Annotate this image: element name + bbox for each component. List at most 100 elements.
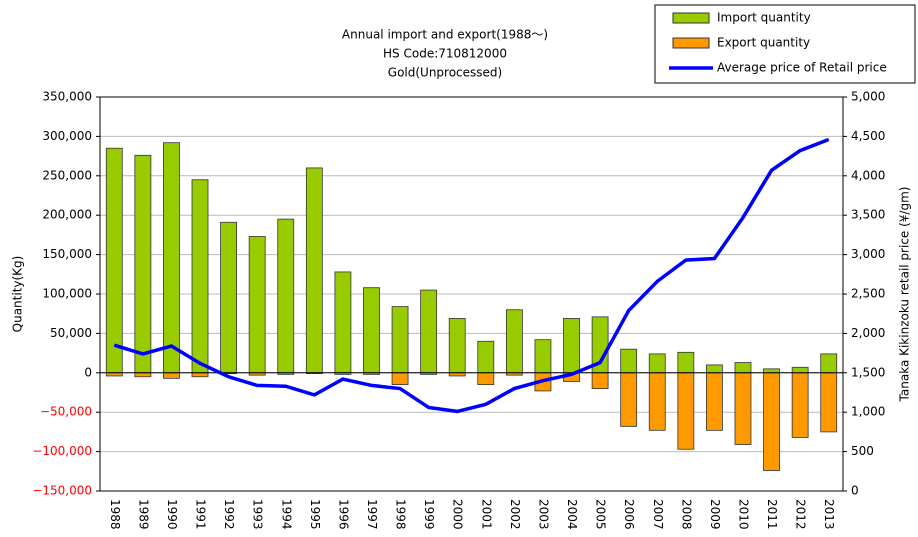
x-tick-label: 2001 [479,499,493,530]
y-tick-label: 250,000 [42,168,92,182]
y-tick-label: 100,000 [42,287,92,301]
y2-tick-label: 3,500 [851,208,885,222]
bar [105,147,123,374]
x-tick-label: 2003 [536,499,550,530]
y-tick-label: −50,000 [40,405,92,419]
y2-tick-label: 5,000 [851,90,885,104]
x-tick-label: 2013 [822,499,836,530]
x-tick-label: 2005 [594,499,608,530]
bar [734,362,752,374]
legend-swatch [672,12,710,24]
bar [248,236,266,374]
x-tick-label: 1994 [279,499,293,530]
bar [448,318,466,374]
y-axis-label: Quantity(Kg) [11,256,25,333]
bar [163,142,180,374]
y-tick-label: −100,000 [32,444,92,458]
x-tick-label: 2004 [565,499,579,530]
bar [277,218,295,374]
x-tick-label: 2010 [736,499,750,530]
y-tick-label: 0 [84,365,92,379]
bar [134,154,152,374]
y2-tick-label: 500 [851,444,874,458]
bar [791,366,809,374]
x-tick-label: 2000 [451,499,465,530]
bar [191,179,209,374]
bar [477,372,495,386]
x-tick-label: 2006 [622,499,636,530]
bar [591,372,609,389]
bar [191,372,209,378]
y2-tick-label: 4,000 [851,168,885,182]
bar [820,353,838,374]
y-tick-label: 200,000 [42,208,92,222]
x-tick-label: 1993 [251,499,265,530]
x-tick-label: 1992 [222,499,236,530]
bar [734,372,752,445]
bar [534,339,552,374]
bar [563,318,580,374]
bar [820,372,838,433]
bar [706,372,723,431]
y-tick-label: 350,000 [42,90,92,104]
legend-label: Export quantity [717,36,810,50]
bar [763,372,780,471]
bar [334,271,352,374]
bar [620,372,638,427]
legend-swatch [672,37,710,49]
y2-tick-label: 0 [851,484,859,498]
bar [420,289,438,374]
y2-tick-label: 1,000 [851,405,885,419]
bar [163,372,180,379]
x-tick-label: 2002 [508,499,522,530]
y2-tick-label: 2,500 [851,287,885,301]
y2-tick-label: 2,000 [851,326,885,340]
bar [677,372,695,450]
x-tick-label: 1997 [365,499,379,530]
x-tick-label: 1996 [336,499,350,530]
bar [706,364,723,374]
x-tick-label: 1998 [394,499,408,530]
bar [220,221,237,374]
x-tick-label: 1988 [108,499,122,530]
legend-label: Average price of Retail price [717,61,887,75]
bar [763,368,780,374]
bar [363,287,380,374]
bar [791,372,809,438]
y-tick-label: 150,000 [42,247,92,261]
bar [477,340,495,374]
x-tick-label: 1995 [308,499,322,530]
y2-axis-label: Tanaka Kikinzoku retail price (¥/gm) [898,187,912,403]
x-tick-label: 2008 [679,499,693,530]
y2-tick-label: 4,500 [851,129,885,143]
bar [305,167,323,374]
x-tick-label: 2012 [794,499,808,530]
x-tick-label: 1990 [165,499,179,530]
bar [648,372,666,431]
bar [620,348,638,374]
x-tick-label: 2009 [708,499,722,530]
chart-title: HS Code:710812000 [383,47,507,61]
line [113,137,830,414]
y2-tick-label: 1,500 [851,365,885,379]
chart-title: Gold(Unprocessed) [388,66,502,80]
bar [391,306,409,374]
x-tick-label: 1989 [136,499,150,530]
chart-title: Annual import and export(1988～) [342,28,548,42]
bar [648,353,666,374]
x-tick-label: 1999 [422,499,436,530]
y2-tick-label: 3,000 [851,247,885,261]
bar [505,309,523,374]
x-tick-label: 2007 [651,499,665,530]
x-tick-label: 1991 [194,499,208,530]
legend-label: Import quantity [717,11,811,25]
bar [677,351,695,374]
y-tick-label: 50,000 [50,326,92,340]
y-tick-label: 300,000 [42,129,92,143]
x-tick-label: 2011 [765,499,779,530]
bar [134,372,152,378]
y-tick-label: −150,000 [32,484,92,498]
plot-frame [99,96,844,492]
bar [391,372,409,386]
